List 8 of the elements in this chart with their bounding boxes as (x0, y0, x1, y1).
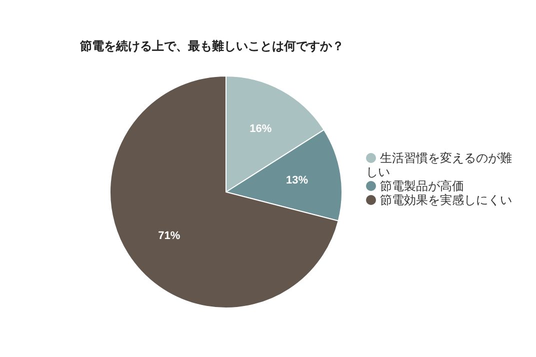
data-label: 13% (286, 174, 308, 187)
data-label: 16% (250, 122, 272, 135)
pie-slice (110, 76, 339, 308)
legend-label: 節電効果を実感しにくい (380, 192, 512, 206)
legend-label: 節電製品が高価 (380, 178, 464, 192)
chart-title: 節電を続ける上で、最も難しいことは何ですか？ (80, 38, 344, 55)
legend-label: 生活習慣を変えるのが難しい (366, 150, 512, 178)
data-label: 71% (158, 230, 180, 242)
